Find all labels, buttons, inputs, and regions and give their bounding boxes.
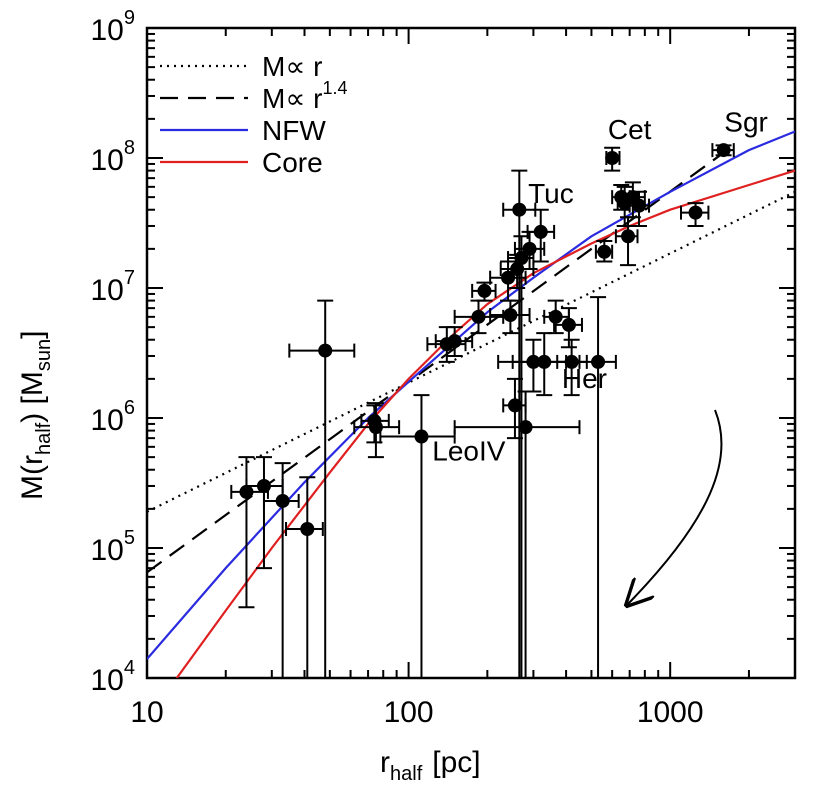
x-tick-label: 1000 <box>637 696 704 729</box>
point-marker <box>591 354 606 369</box>
point-marker <box>512 202 527 217</box>
trend-arrow <box>627 409 723 605</box>
data-points <box>230 143 735 678</box>
data-point <box>578 296 617 678</box>
x-tick-label: 10 <box>130 696 163 729</box>
data-point <box>434 326 474 357</box>
point-marker <box>564 354 579 369</box>
legend-label: M∝ r <box>262 51 322 82</box>
data-point <box>594 239 614 263</box>
point-marker <box>414 429 429 444</box>
point-marker <box>471 309 486 324</box>
data-point <box>262 462 300 678</box>
point-marker <box>275 493 290 508</box>
y-tick-label: 107 <box>91 267 136 307</box>
data-point <box>507 235 535 678</box>
point-marker <box>318 343 333 358</box>
data-point <box>526 208 556 263</box>
point-marker <box>548 309 563 324</box>
y-tick-label: 106 <box>91 397 136 437</box>
y-tick-labels: 104 105 106 107 108 109 <box>91 7 136 697</box>
point-marker <box>597 244 612 259</box>
data-point <box>453 390 581 678</box>
data-point <box>353 402 401 459</box>
model-curves <box>147 130 795 678</box>
data-point <box>680 202 710 227</box>
plot-area <box>145 26 797 680</box>
point-marker <box>300 522 315 537</box>
y-tick-label: 108 <box>91 137 136 177</box>
point-marker <box>688 205 703 220</box>
point-marker <box>522 241 537 256</box>
point-marker <box>514 251 529 266</box>
data-point <box>288 299 356 678</box>
y-tick-label: 105 <box>91 527 136 567</box>
annotation-label: Sgr <box>724 106 768 137</box>
data-point <box>285 476 324 678</box>
point-marker <box>477 283 492 298</box>
data-point <box>711 143 735 158</box>
x-axis-label: rhalf [pc] <box>380 746 481 785</box>
data-point <box>489 299 531 335</box>
plot-frame <box>145 26 797 680</box>
point-marker <box>537 354 552 369</box>
point-marker <box>561 317 576 332</box>
point-marker <box>533 224 548 239</box>
point-marker <box>621 229 636 244</box>
curve-nfw <box>147 130 795 660</box>
data-point <box>543 299 570 335</box>
point-marker <box>632 198 647 213</box>
data-point <box>628 190 651 227</box>
legend-label: Core <box>262 147 323 178</box>
curve-m-r <box>147 190 795 513</box>
point-marker <box>503 307 518 322</box>
data-point <box>471 281 497 302</box>
data-point <box>604 146 621 172</box>
point-marker <box>447 334 462 349</box>
annotations: Cet Sgr Tuc Her LeoIV <box>432 106 768 466</box>
curve-core <box>175 169 795 678</box>
annotation-label: LeoIV <box>432 436 505 467</box>
legend-label: M∝ r1.4 <box>262 78 347 114</box>
data-point <box>497 338 568 393</box>
point-marker <box>256 478 271 493</box>
legend-label: NFW <box>262 115 326 146</box>
annotation-label: Tuc <box>528 178 574 209</box>
y-axis-label: M(rhalf) [Msun] <box>16 331 55 500</box>
annotation-label: Her <box>562 363 607 394</box>
data-point <box>553 307 583 349</box>
point-marker <box>716 143 731 158</box>
x-tick-labels: 10 100 1000 <box>130 696 703 729</box>
point-marker <box>518 420 533 435</box>
x-tick-label: 100 <box>384 696 434 729</box>
point-marker <box>605 151 620 165</box>
y-tick-label: 104 <box>91 657 136 697</box>
annotation-label: Cet <box>608 114 652 145</box>
y-tick-label: 109 <box>91 7 136 47</box>
curve-m-r-1-4 <box>147 146 732 574</box>
axis-ticks <box>146 27 796 679</box>
point-marker <box>501 270 516 285</box>
